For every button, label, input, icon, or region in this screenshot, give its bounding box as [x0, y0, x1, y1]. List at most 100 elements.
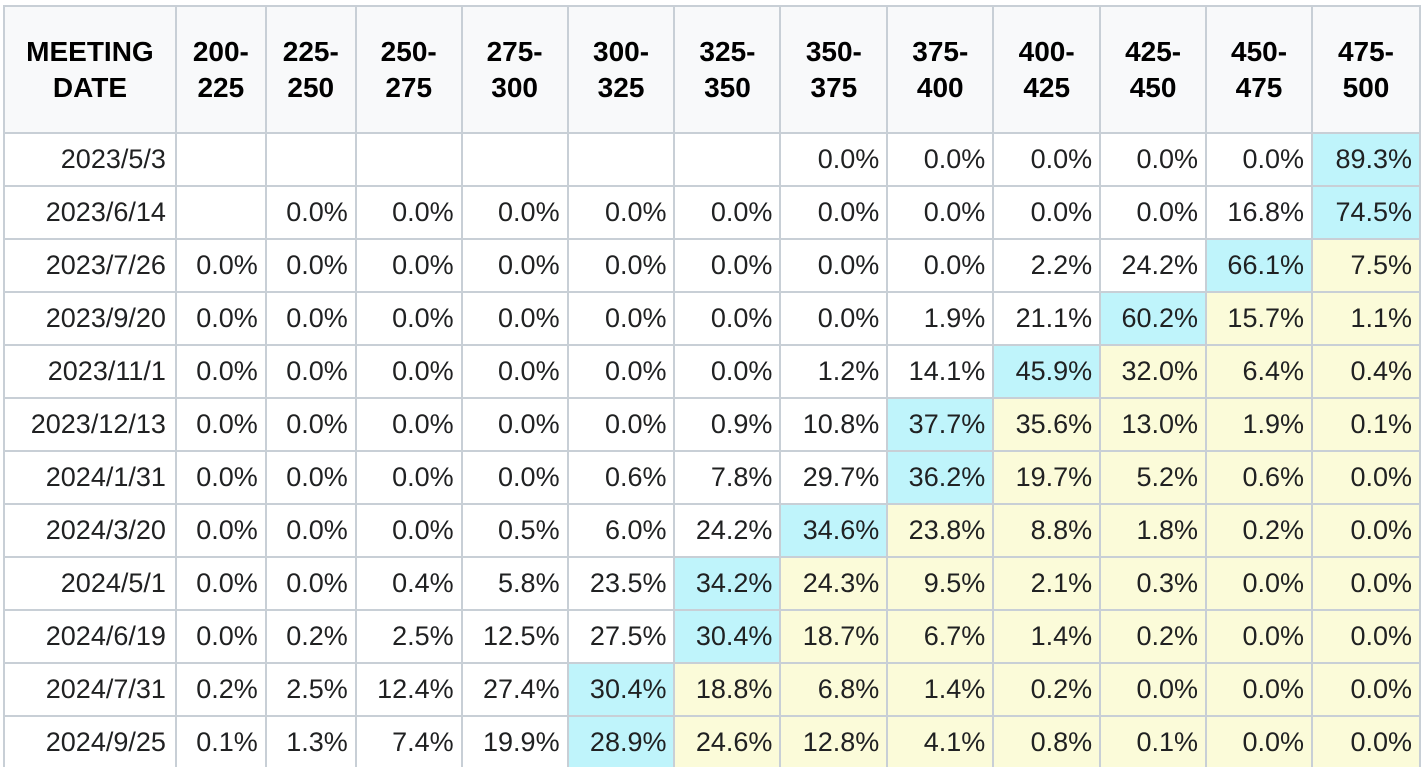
column-header-line: 425- [1125, 35, 1182, 67]
probability-cell: 0.0% [264, 238, 357, 293]
probability-cell: 0.4% [354, 556, 463, 611]
probability-cell: 0.0% [566, 238, 676, 293]
table-row: 2024/9/25 0.1% 1.3% 7.4% 19.9% 28.9% 24.6% 12.8… [3, 715, 1421, 767]
meeting-date-cell: 2024/9/25 [3, 715, 177, 767]
column-header-range: 375- 400 [886, 5, 995, 134]
probability-cell: 5.8% [460, 556, 569, 611]
probability-cell: 0.0% [354, 397, 463, 452]
column-header-line: 425 [1023, 71, 1071, 103]
probability-cell: 0.0% [673, 185, 782, 240]
column-header-line: 275- [486, 35, 543, 67]
probability-cell: 0.0% [354, 291, 463, 346]
column-header-range: 325- 350 [673, 5, 782, 134]
meeting-date-cell: 2024/5/1 [3, 556, 177, 611]
probability-cell [566, 132, 676, 187]
probability-cell: 0.0% [354, 450, 463, 505]
probability-cell: 0.0% [1310, 715, 1421, 767]
column-header-line: 400- [1018, 35, 1075, 67]
probability-cell: 0.0% [779, 185, 889, 240]
rate-probability-table: MEETING DATE 200- 225 225- 250 250- 275 275- 300 3… [3, 5, 1421, 767]
probability-cell [174, 185, 267, 240]
column-header-line: 475- [1337, 35, 1395, 67]
probability-cell: 0.0% [460, 450, 569, 505]
probability-cell: 0.0% [174, 397, 267, 452]
probability-cell-most-likely: 45.9% [992, 344, 1102, 399]
probability-cell [174, 132, 267, 187]
probability-cell: 0.0% [1310, 450, 1421, 505]
table-row: 2023/7/26 0.0% 0.0% 0.0% 0.0% 0.0% 0.0% 0.0% 0.0… [3, 238, 1421, 293]
probability-cell-most-likely: 36.2% [886, 450, 995, 505]
column-header-line: 250- [380, 35, 437, 67]
probability-cell: 0.0% [779, 291, 889, 346]
probability-cell-most-likely: 34.6% [779, 503, 889, 558]
probability-cell: 0.0% [1205, 715, 1313, 767]
probability-cell: 0.0% [673, 238, 782, 293]
column-header-line: 475 [1235, 71, 1283, 103]
column-header-line: 275 [385, 71, 433, 103]
column-header-line: 325 [597, 71, 645, 103]
probability-cell: 6.7% [886, 609, 995, 664]
table-row: 2024/3/20 0.0% 0.0% 0.0% 0.5% 6.0% 24.2% 34.6% 2… [3, 503, 1421, 558]
probability-cell: 18.8% [673, 662, 782, 717]
table-row: 2023/5/3 0.0% 0.0% 0.0% 0.0% 0.0% 89.3% [3, 132, 1421, 187]
probability-cell: 0.0% [886, 132, 995, 187]
probability-cell: 12.8% [779, 715, 889, 767]
meeting-date-cell: 2024/7/31 [3, 662, 177, 717]
probability-cell: 0.0% [566, 397, 676, 452]
probability-cell: 0.2% [1099, 609, 1208, 664]
probability-cell: 13.0% [1099, 397, 1208, 452]
probability-cell: 27.5% [566, 609, 676, 664]
probability-cell: 9.5% [886, 556, 995, 611]
probability-cell [460, 132, 569, 187]
probability-cell: 0.0% [1099, 185, 1208, 240]
probability-cell: 0.0% [1099, 132, 1208, 187]
column-header-range: 275- 300 [460, 5, 569, 134]
probability-cell [673, 132, 782, 187]
probability-cell-most-likely: 74.5% [1310, 185, 1421, 240]
probability-cell: 0.0% [460, 344, 569, 399]
column-header-line: DATE [52, 71, 128, 103]
probability-cell: 7.5% [1310, 238, 1421, 293]
probability-cell: 0.0% [174, 344, 267, 399]
probability-cell: 0.0% [992, 185, 1102, 240]
probability-cell: 0.8% [992, 715, 1102, 767]
probability-cell: 0.1% [174, 715, 267, 767]
probability-cell: 0.0% [264, 185, 357, 240]
column-header-line: 500 [1342, 71, 1390, 103]
probability-cell: 5.2% [1099, 450, 1208, 505]
meeting-date-cell: 2023/11/1 [3, 344, 177, 399]
probability-cell-most-likely: 37.7% [886, 397, 995, 452]
probability-cell-most-likely: 30.4% [673, 609, 782, 664]
probability-cell: 35.6% [992, 397, 1102, 452]
probability-cell-most-likely: 66.1% [1205, 238, 1313, 293]
probability-cell: 2.5% [264, 662, 357, 717]
table-header: MEETING DATE 200- 225 225- 250 250- 275 275- 300 3… [3, 5, 1421, 134]
probability-cell: 0.0% [264, 344, 357, 399]
probability-cell: 1.1% [1310, 291, 1421, 346]
column-header-range: 350- 375 [779, 5, 889, 134]
probability-cell: 19.9% [460, 715, 569, 767]
probability-cell: 0.2% [992, 662, 1102, 717]
probability-cell: 1.9% [1205, 397, 1313, 452]
probability-cell: 21.1% [992, 291, 1102, 346]
meeting-date-cell: 2024/6/19 [3, 609, 177, 664]
column-header-line: 300 [491, 71, 538, 103]
column-header-line: 450- [1231, 35, 1288, 67]
meeting-date-cell: 2023/5/3 [3, 132, 177, 187]
probability-cell: 24.6% [673, 715, 782, 767]
probability-cell: 0.0% [1310, 556, 1421, 611]
probability-cell: 1.4% [992, 609, 1102, 664]
probability-cell: 0.6% [566, 450, 676, 505]
probability-cell: 0.0% [174, 503, 267, 558]
probability-cell: 23.5% [566, 556, 676, 611]
probability-cell: 0.0% [779, 238, 889, 293]
probability-cell: 6.8% [779, 662, 889, 717]
probability-cell: 0.2% [1205, 503, 1313, 558]
column-header-range: 300- 325 [566, 5, 676, 134]
meeting-date-cell: 2023/12/13 [3, 397, 177, 452]
probability-cell: 0.5% [460, 503, 569, 558]
column-header-line: MEETING [26, 35, 154, 67]
probability-cell-most-likely: 28.9% [566, 715, 676, 767]
probability-cell: 0.2% [174, 662, 267, 717]
table-body: 2023/5/3 0.0% 0.0% 0.0% 0.0% 0.0% 89.3% 2023/6/… [3, 132, 1421, 767]
